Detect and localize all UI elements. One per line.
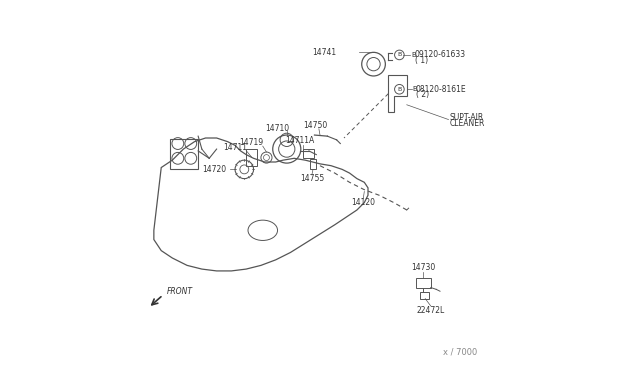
Text: ( 1): ( 1) <box>415 56 428 65</box>
Text: 22472L: 22472L <box>417 306 445 315</box>
Text: B: B <box>397 52 401 57</box>
Text: 14741: 14741 <box>312 48 337 57</box>
Text: 14755: 14755 <box>300 174 324 183</box>
Text: 14711: 14711 <box>223 143 247 152</box>
Text: B: B <box>412 86 417 92</box>
Text: B: B <box>411 52 416 58</box>
Text: 08120-8161E: 08120-8161E <box>416 85 467 94</box>
Text: 14750: 14750 <box>303 121 327 130</box>
Text: 14710: 14710 <box>266 124 290 133</box>
Text: 14730: 14730 <box>412 263 435 272</box>
Text: 14720: 14720 <box>202 165 226 174</box>
Text: SUPT-AIR: SUPT-AIR <box>449 113 483 122</box>
Text: 14719: 14719 <box>239 138 264 147</box>
Text: B: B <box>397 87 401 92</box>
Text: 09120-61633: 09120-61633 <box>415 51 466 60</box>
Text: x / 7000: x / 7000 <box>443 348 477 357</box>
Text: ( 2): ( 2) <box>416 90 429 99</box>
Bar <box>416 278 431 288</box>
Text: FRONT: FRONT <box>167 287 193 296</box>
Text: CLEANER: CLEANER <box>449 119 484 128</box>
Bar <box>420 292 429 299</box>
Bar <box>170 139 198 169</box>
Text: 14711A: 14711A <box>285 137 314 145</box>
Bar <box>303 149 314 158</box>
Text: 14120: 14120 <box>351 198 375 207</box>
Bar <box>310 159 316 169</box>
